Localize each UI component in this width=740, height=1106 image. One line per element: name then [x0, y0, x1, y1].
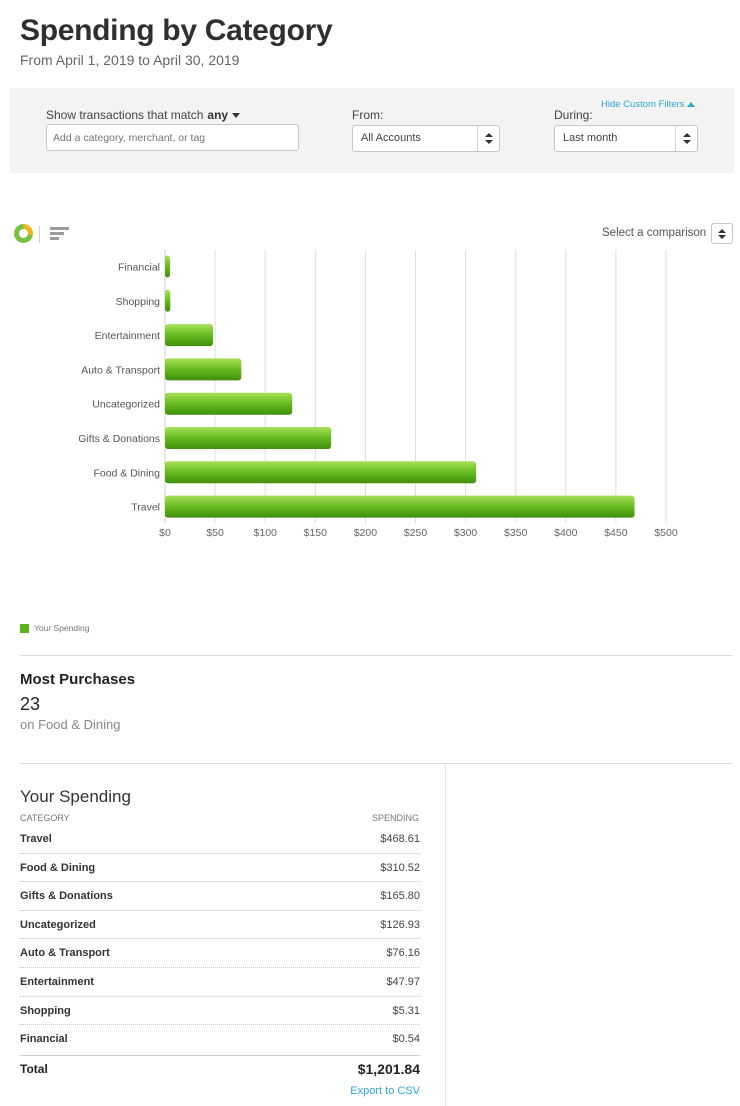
table-row[interactable]: Entertainment $47.97 — [20, 968, 420, 997]
date-range-subtitle: From April 1, 2019 to April 30, 2019 — [20, 52, 240, 68]
category-label: Shopping — [116, 296, 161, 308]
caret-up-icon — [687, 101, 696, 107]
row-category: Financial — [20, 1033, 68, 1046]
from-label: From: — [352, 108, 384, 122]
x-tick-label: $100 — [254, 527, 278, 539]
table-row[interactable]: Food & Dining $310.52 — [20, 854, 420, 883]
bar-entertainment[interactable] — [165, 324, 214, 347]
total-amount: $1,201.84 — [357, 1061, 420, 1077]
table-row[interactable]: Shopping $5.31 — [20, 997, 420, 1026]
spending-table: Travel $468.61 Food & Dining $310.52 Gifts… — [20, 825, 420, 1054]
x-tick-label: $400 — [554, 527, 578, 539]
divider — [39, 226, 40, 243]
x-tick-label: $350 — [504, 527, 528, 539]
row-amount: $165.80 — [380, 890, 420, 903]
row-amount: $126.93 — [380, 918, 420, 931]
caret-down-icon — [232, 113, 241, 119]
row-category: Travel — [20, 833, 52, 845]
row-category: Gifts & Donations — [20, 890, 113, 903]
row-amount: $76.16 — [386, 947, 420, 960]
table-row[interactable]: Travel $468.61 — [20, 825, 420, 854]
spending-bar-chart: Financial Shopping Entertainment Auto & Tra… — [78, 250, 678, 539]
your-spending-title: Your Spending — [20, 787, 131, 806]
page-title: Spending by Category — [20, 14, 333, 47]
table-row[interactable]: Uncategorized $126.93 — [20, 911, 420, 940]
bar-shopping[interactable] — [165, 289, 171, 312]
select-arrows-icon — [477, 126, 499, 151]
total-label: Total — [20, 1062, 48, 1076]
bar-travel[interactable] — [165, 495, 635, 518]
row-amount: $0.54 — [392, 1033, 420, 1046]
most-purchases-category: on Food & Dining — [20, 717, 121, 732]
category-label: Food & Dining — [93, 467, 160, 479]
legend-swatch — [20, 624, 29, 634]
table-row[interactable]: Auto & Transport $76.16 — [20, 939, 420, 968]
section-divider — [20, 763, 733, 764]
x-tick-label: $500 — [654, 527, 678, 539]
most-purchases-title: Most Purchases — [20, 671, 136, 688]
table-row[interactable]: Gifts & Donations $165.80 — [20, 882, 420, 911]
match-any-value: any — [207, 108, 229, 122]
during-label: During: — [554, 108, 593, 122]
bar-gifts-donations[interactable] — [165, 427, 332, 449]
export-csv-link[interactable]: Export to CSV — [350, 1085, 420, 1097]
category-merchant-tag-input[interactable] — [46, 124, 299, 151]
bar-financial[interactable] — [165, 255, 170, 278]
row-amount: $47.97 — [386, 975, 420, 988]
match-any-dropdown[interactable]: any — [207, 108, 241, 122]
column-divider — [445, 763, 446, 1106]
row-category: Auto & Transport — [20, 947, 110, 960]
bar-uncategorized[interactable] — [165, 392, 293, 415]
period-select[interactable]: Last month — [554, 125, 698, 152]
row-category: Uncategorized — [20, 918, 96, 931]
category-label: Uncategorized — [92, 399, 160, 411]
x-tick-label: $250 — [404, 527, 428, 539]
bar-food-dining[interactable] — [165, 461, 477, 484]
match-filter-label: Show transactions that match any — [46, 108, 241, 122]
category-label: Entertainment — [95, 330, 160, 342]
category-column-header[interactable]: CATEGORY — [20, 813, 70, 823]
match-label-text: Show transactions that match — [46, 108, 204, 122]
row-category: Food & Dining — [20, 861, 96, 874]
x-tick-label: $50 — [206, 527, 224, 539]
x-tick-label: $300 — [454, 527, 478, 539]
chart-legend: Your Spending — [20, 623, 90, 634]
category-label: Gifts & Donations — [78, 433, 160, 445]
x-tick-label: $450 — [604, 527, 628, 539]
category-label: Auto & Transport — [81, 364, 160, 376]
donut-chart-icon[interactable] — [14, 224, 33, 243]
table-row[interactable]: Financial $0.54 — [20, 1025, 420, 1054]
spending-column-header[interactable]: SPENDING — [372, 813, 420, 823]
most-purchases-count: 23 — [20, 694, 41, 714]
row-amount: $310.52 — [380, 861, 420, 874]
select-arrows-icon — [675, 126, 697, 151]
period-select-value: Last month — [563, 132, 618, 144]
comparison-label: Select a comparison — [602, 227, 707, 239]
hide-custom-filters-link[interactable]: Hide Custom Filters — [601, 99, 696, 110]
row-amount: $5.31 — [392, 1004, 420, 1017]
x-tick-label: $150 — [304, 527, 328, 539]
section-divider — [20, 655, 733, 656]
accounts-select[interactable]: All Accounts — [352, 125, 500, 152]
category-label: Financial — [118, 262, 160, 274]
x-tick-label: $200 — [354, 527, 378, 539]
x-tick-label: $0 — [159, 527, 171, 539]
row-category: Shopping — [20, 1004, 71, 1017]
total-divider — [20, 1055, 420, 1056]
comparison-select[interactable] — [711, 223, 733, 244]
bar-chart-icon[interactable] — [50, 227, 69, 242]
accounts-select-value: All Accounts — [361, 132, 421, 144]
hide-filters-label: Hide Custom Filters — [601, 99, 685, 110]
row-amount: $468.61 — [380, 833, 420, 845]
category-label: Travel — [131, 502, 160, 514]
bar-auto-transport[interactable] — [165, 358, 242, 381]
legend-label: Your Spending — [34, 623, 90, 633]
row-category: Entertainment — [20, 975, 94, 988]
